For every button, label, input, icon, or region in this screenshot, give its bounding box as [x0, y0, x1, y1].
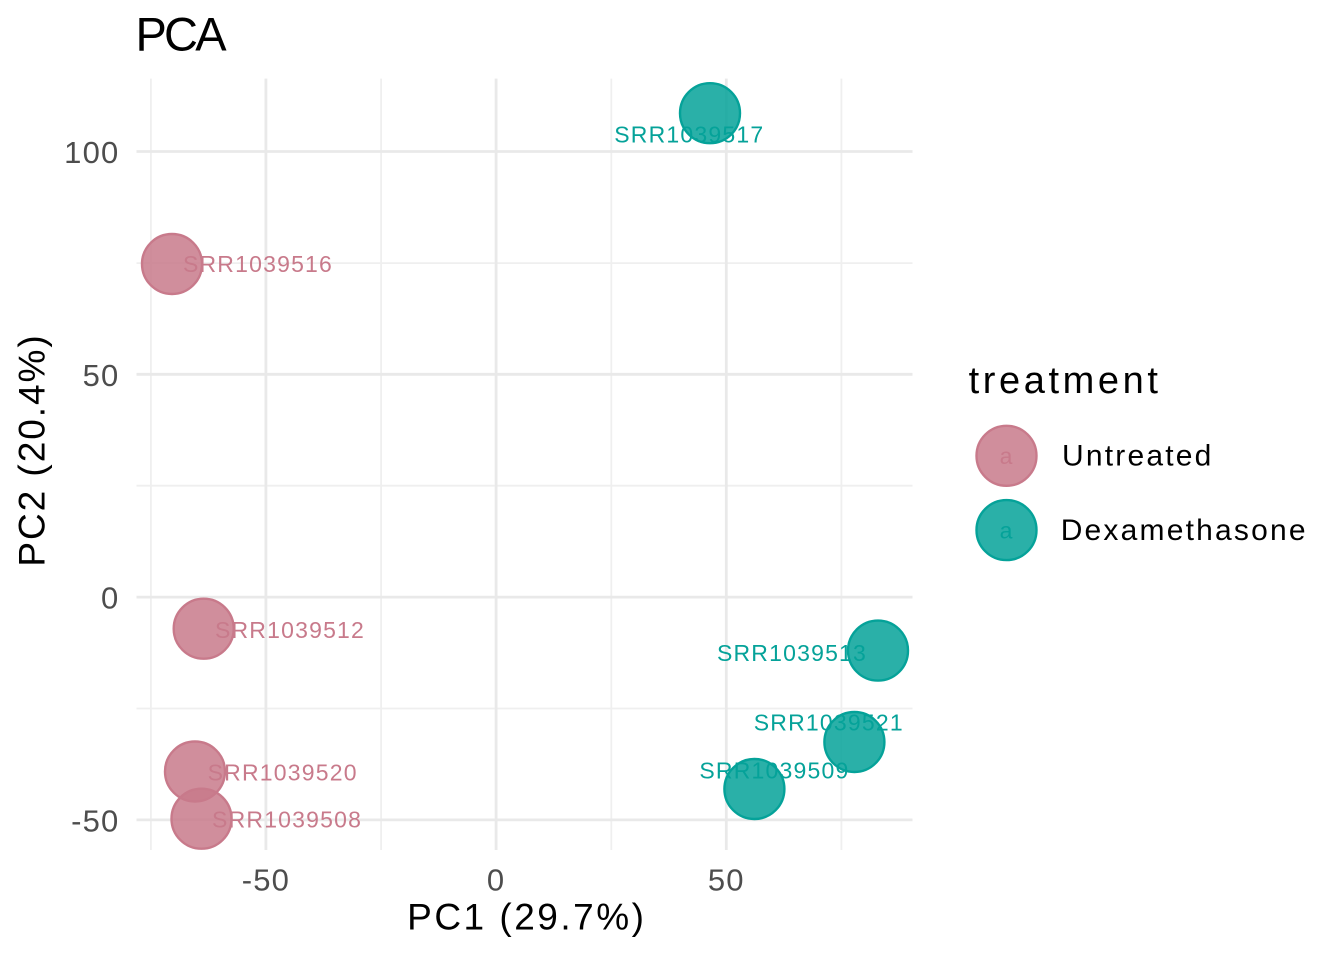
- svg-text:Dexamethasone: Dexamethasone: [1061, 514, 1308, 547]
- svg-text:SRR1039520: SRR1039520: [208, 760, 358, 786]
- svg-text:0: 0: [101, 581, 119, 616]
- svg-text:a: a: [1000, 518, 1013, 544]
- svg-text:PCA: PCA: [136, 7, 228, 60]
- svg-text:-50: -50: [242, 862, 290, 897]
- svg-text:0: 0: [487, 862, 505, 897]
- svg-text:PC1 (29.7%): PC1 (29.7%): [407, 897, 646, 938]
- svg-text:SRR1039521: SRR1039521: [754, 710, 904, 736]
- svg-text:treatment: treatment: [969, 360, 1162, 402]
- svg-text:SRR1039509: SRR1039509: [699, 758, 849, 784]
- svg-text:a: a: [1000, 443, 1013, 469]
- svg-text:50: 50: [708, 862, 745, 897]
- svg-text:PC2 (20.4%): PC2 (20.4%): [12, 333, 53, 566]
- svg-text:SRR1039513: SRR1039513: [717, 640, 867, 666]
- svg-text:SRR1039517: SRR1039517: [614, 122, 764, 148]
- svg-text:SRR1039516: SRR1039516: [183, 251, 333, 277]
- svg-text:100: 100: [64, 135, 119, 170]
- svg-text:SRR1039508: SRR1039508: [212, 806, 362, 832]
- svg-text:SRR1039512: SRR1039512: [215, 617, 365, 643]
- svg-text:-50: -50: [71, 803, 119, 838]
- svg-text:Untreated: Untreated: [1062, 439, 1214, 472]
- svg-text:50: 50: [83, 358, 120, 393]
